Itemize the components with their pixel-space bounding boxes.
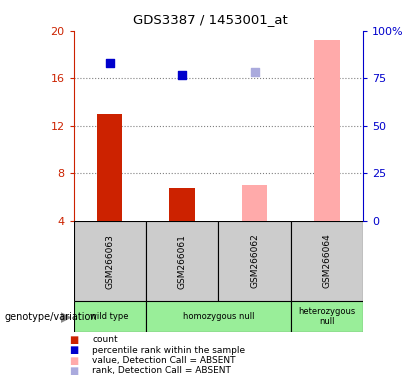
Text: heterozygous
null: heterozygous null bbox=[299, 307, 356, 326]
Text: GDS3387 / 1453001_at: GDS3387 / 1453001_at bbox=[133, 13, 287, 26]
Bar bbox=[218, 221, 291, 301]
Text: percentile rank within the sample: percentile rank within the sample bbox=[92, 346, 246, 355]
Bar bbox=[291, 301, 363, 332]
Text: ■: ■ bbox=[69, 335, 79, 345]
Text: count: count bbox=[92, 335, 118, 344]
Bar bbox=[74, 301, 146, 332]
Text: ■: ■ bbox=[69, 356, 79, 366]
Text: rank, Detection Call = ABSENT: rank, Detection Call = ABSENT bbox=[92, 366, 231, 376]
Bar bbox=[146, 221, 218, 301]
Point bbox=[251, 69, 258, 75]
Point bbox=[179, 71, 186, 78]
Bar bbox=[242, 185, 267, 221]
Text: genotype/variation: genotype/variation bbox=[4, 312, 97, 322]
Bar bbox=[97, 114, 122, 221]
Text: value, Detection Call = ABSENT: value, Detection Call = ABSENT bbox=[92, 356, 236, 365]
Text: GSM266063: GSM266063 bbox=[105, 234, 114, 288]
Bar bbox=[291, 221, 363, 301]
Text: ■: ■ bbox=[69, 366, 79, 376]
Text: wild type: wild type bbox=[90, 312, 129, 321]
Text: homozygous null: homozygous null bbox=[183, 312, 254, 321]
Bar bbox=[315, 40, 340, 221]
Polygon shape bbox=[61, 313, 70, 322]
Bar bbox=[74, 221, 146, 301]
Point bbox=[106, 60, 113, 66]
Text: GSM266061: GSM266061 bbox=[178, 234, 186, 288]
Bar bbox=[170, 187, 195, 221]
Text: GSM266062: GSM266062 bbox=[250, 234, 259, 288]
Bar bbox=[146, 301, 291, 332]
Text: ■: ■ bbox=[69, 345, 79, 355]
Text: GSM266064: GSM266064 bbox=[323, 234, 331, 288]
